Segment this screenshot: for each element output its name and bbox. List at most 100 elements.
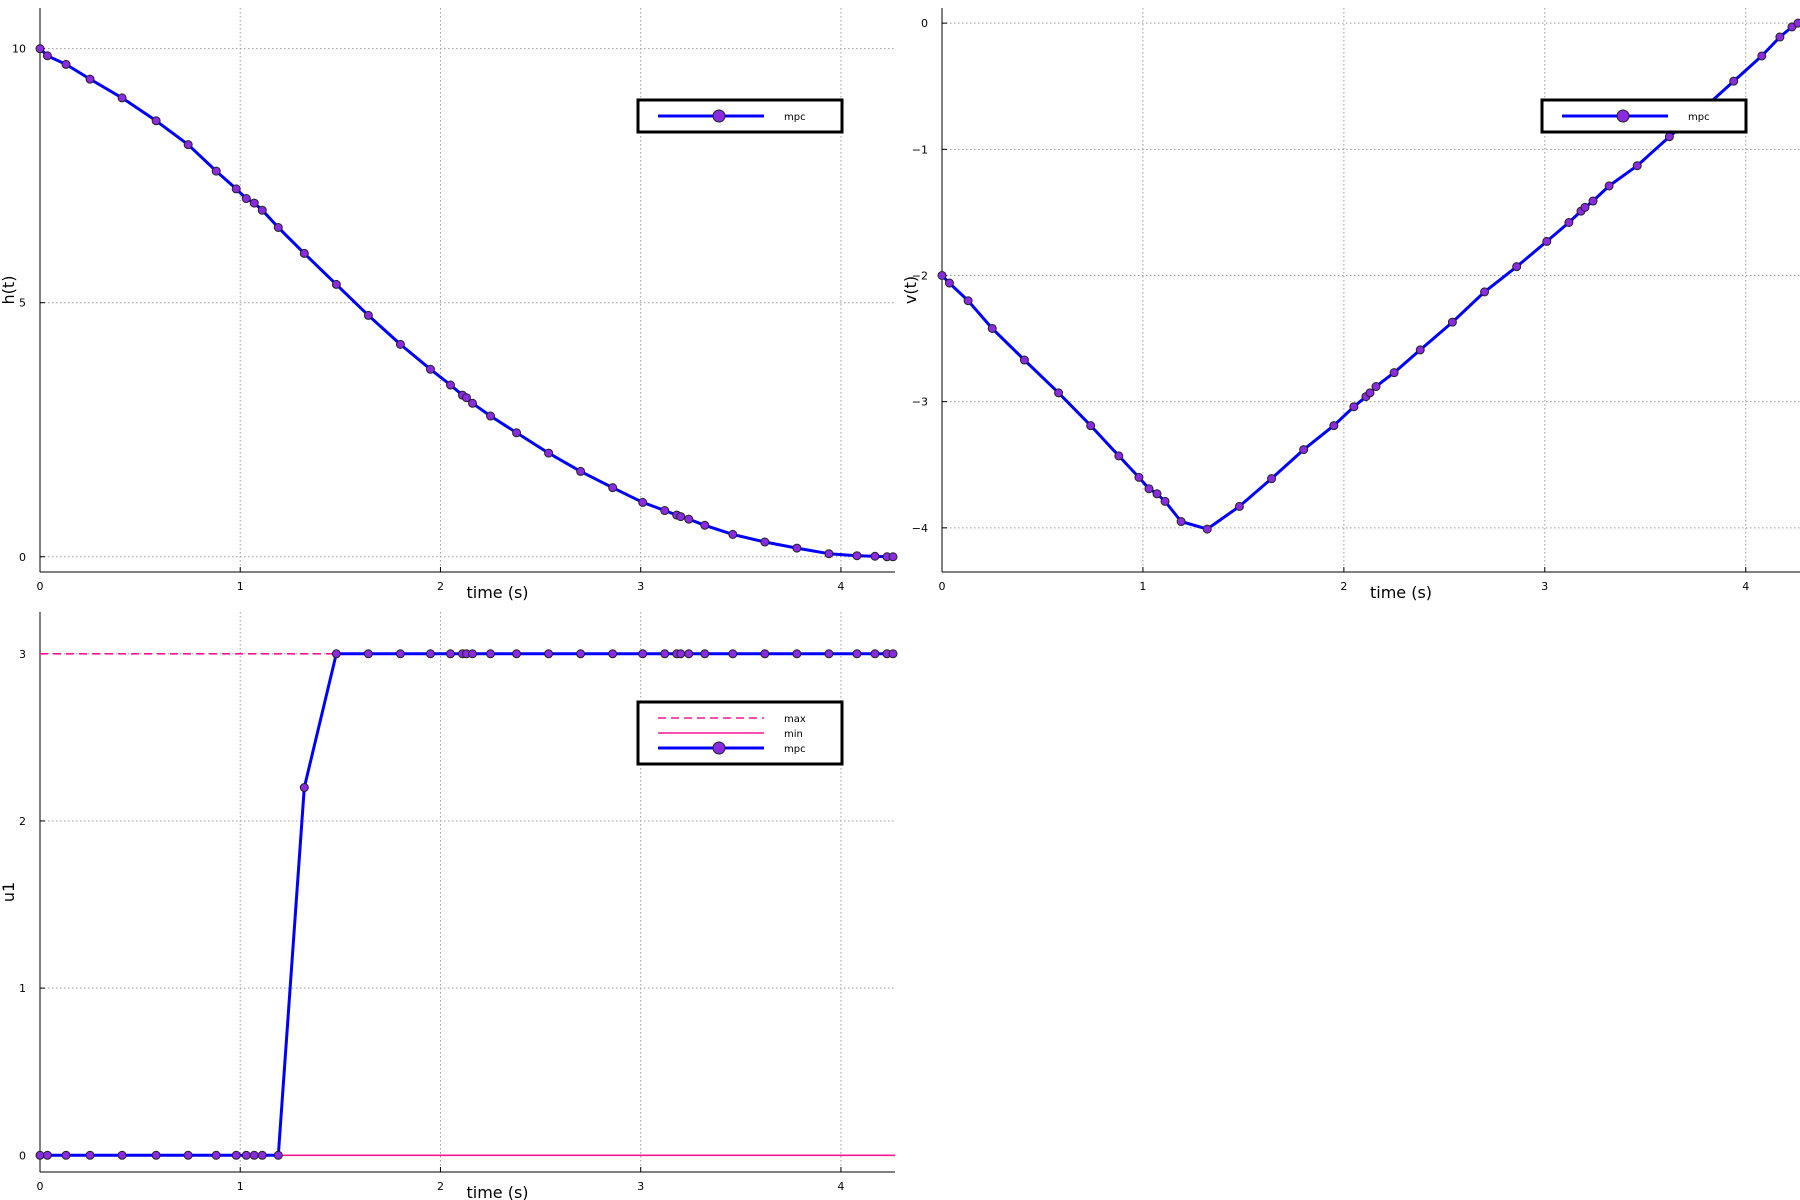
x-tick-label: 2 [437,580,444,593]
legend-label-min: min [784,729,803,740]
data-point-mpc [183,1150,193,1160]
data-point-mpc [486,411,496,421]
data-point-mpc [1349,402,1359,412]
data-point-mpc [1632,161,1642,171]
data-point-mpc [395,339,405,349]
panel-h: 0 1 2 3 4 0 5 10 time (s) h(t) mpc [0,8,898,602]
data-point-mpc [1202,524,1212,534]
data-point-mpc [660,649,670,659]
data-point-mpc [676,512,686,522]
data-point-mpc [608,483,618,493]
data-point-mpc [35,1150,45,1160]
y-tick-label: −2 [912,269,928,282]
y-axis-label: v(t) [901,276,920,304]
data-point-mpc [61,59,71,69]
x-tick-label: 0 [37,1180,44,1193]
y-tick-label: 3 [19,648,26,661]
data-point-mpc [888,552,898,562]
data-point-mpc [1019,355,1029,365]
data-point-mpc [512,649,522,659]
data-point-mpc [85,1150,95,1160]
y-tick-label: 0 [921,17,928,30]
y-tick-label: 2 [19,815,26,828]
data-point-mpc [1580,202,1590,212]
data-point-mpc [544,649,554,659]
data-point-mpc [211,1150,221,1160]
data-point-mpc [241,194,251,204]
y-axis-label: h(t) [0,276,18,305]
x-tick-label: 4 [837,1180,844,1193]
data-point-mpc [1480,287,1490,297]
data-point-mpc [760,537,770,547]
legend: mpc [636,98,844,134]
legend-label-mpc: mpc [784,112,806,123]
x-axis-label: time (s) [1370,583,1432,602]
data-point-mpc [249,1150,259,1160]
data-point-mpc [576,466,586,476]
data-point-mpc [1329,421,1339,431]
y-axis-label: u1 [0,882,18,902]
data-point-mpc [888,649,898,659]
data-point-mpc [760,649,770,659]
data-point-mpc [544,448,554,458]
data-point-mpc [363,310,373,320]
y-tick-label: −1 [912,143,928,156]
data-point-mpc [1588,196,1598,206]
data-point-mpc [1114,451,1124,461]
data-point-mpc [852,551,862,561]
data-point-mpc [1144,484,1154,494]
data-point-mpc [638,497,648,507]
legend-marker-mpc [712,741,726,755]
x-tick-label: 1 [237,580,244,593]
data-point-mpc [870,551,880,561]
data-point-mpc [684,649,694,659]
data-point-mpc [1564,217,1574,227]
legend-label-mpc: mpc [784,744,806,755]
data-point-mpc [468,398,478,408]
data-point-mpc [728,649,738,659]
y-tick-label: −4 [912,522,928,535]
y-tick-label: 0 [19,551,26,564]
data-point-mpc [1054,388,1064,398]
data-point-mpc [231,184,241,194]
legend: mpc [1540,98,1748,134]
x-tick-label: 1 [237,1180,244,1193]
data-point-mpc [445,380,455,390]
data-point-mpc [395,649,405,659]
data-point-mpc [1775,32,1785,42]
y-tick-label: 5 [19,297,26,310]
x-tick-label: 4 [837,580,844,593]
data-point-mpc [1604,181,1614,191]
data-point-mpc [151,1150,161,1160]
data-point-mpc [151,116,161,126]
data-point-mpc [700,649,710,659]
x-tick-label: 0 [939,580,946,593]
panel-v: 0 1 2 3 4 0 −1 −2 −3 −4 time (s) v(t) mpc [901,8,1800,602]
data-point-mpc [486,649,496,659]
data-point-mpc [1086,421,1096,431]
data-point-mpc [425,649,435,659]
data-point-mpc [257,1150,267,1160]
data-point-mpc [937,270,947,280]
data-point-mpc [870,649,880,659]
data-point-mpc [299,783,309,793]
data-point-mpc [241,1150,251,1160]
data-point-mpc [331,279,341,289]
data-point-mpc [608,649,618,659]
data-point-mpc [331,649,341,659]
data-point-mpc [211,166,221,176]
legend-marker-mpc [712,109,726,123]
data-point-mpc [963,296,973,306]
x-tick-label: 3 [637,1180,644,1193]
data-point-mpc [638,649,648,659]
x-tick-label: 3 [1541,580,1548,593]
data-point-mpc [117,1150,127,1160]
x-tick-label: 3 [637,580,644,593]
data-point-mpc [1757,51,1767,61]
data-point-mpc [676,649,686,659]
data-point-mpc [299,248,309,258]
data-point-mpc [1160,496,1170,506]
data-point-mpc [1234,501,1244,511]
data-point-mpc [700,520,710,530]
